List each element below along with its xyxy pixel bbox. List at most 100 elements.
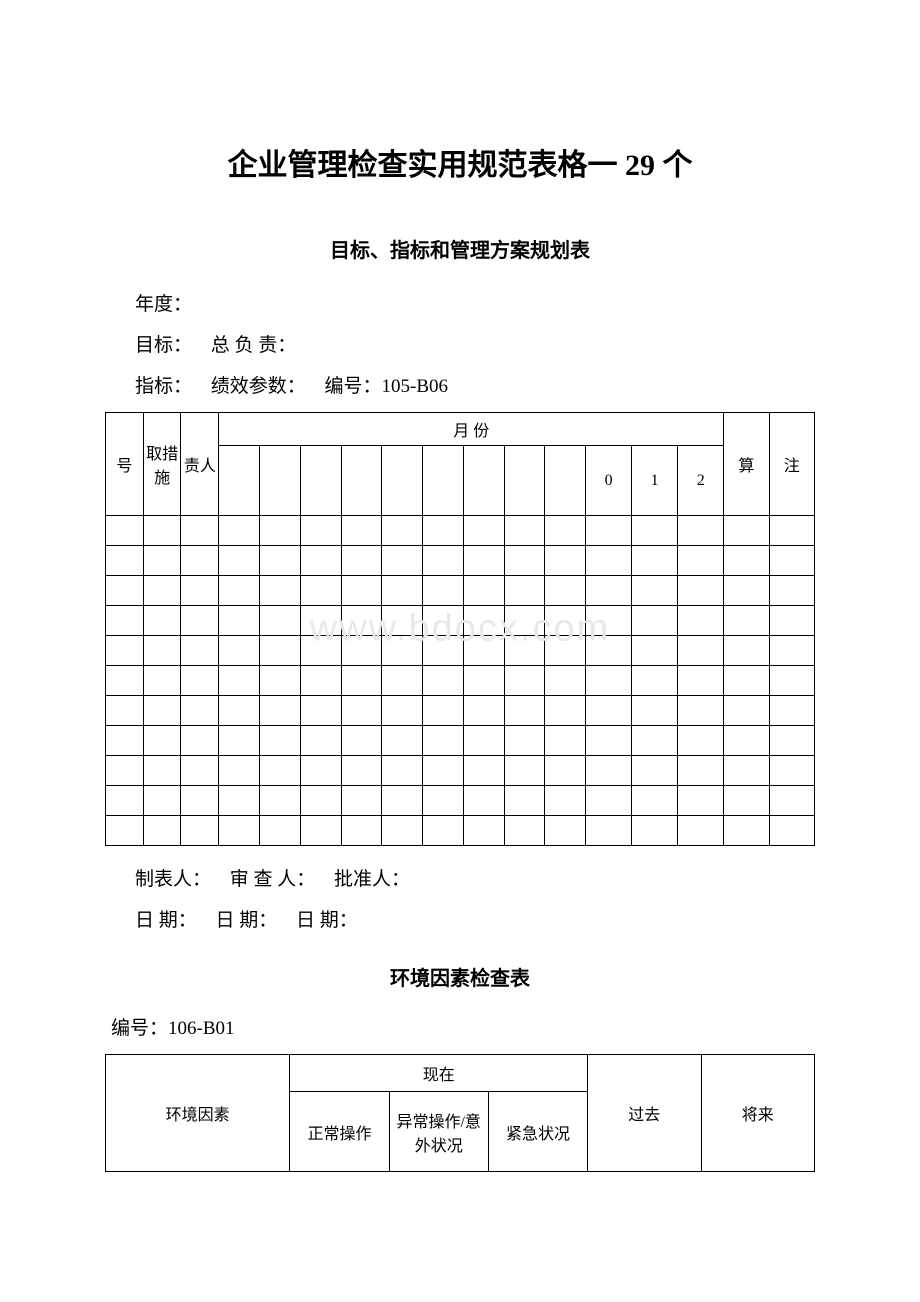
table-cell [300,666,341,696]
table-cell [769,546,814,576]
table-cell [586,576,632,606]
table-cell [300,726,341,756]
table-cell [341,546,382,576]
table-cell [341,726,382,756]
table-cell [219,516,260,546]
col-future: 将来 [701,1055,814,1172]
col-person: 责人 [181,413,219,516]
table-row [106,756,815,786]
col-number: 号 [106,413,144,516]
col-m11: 1 [632,446,678,516]
table-row [106,666,815,696]
table-cell [219,666,260,696]
table-cell [504,606,545,636]
table-cell [143,636,181,666]
document-main-title: 企业管理检查实用规范表格一 29 个 [105,140,815,184]
table-cell [586,816,632,846]
meta-goal: 目标： 总 负 责： [105,330,815,357]
table-cell [423,786,464,816]
table-cell [545,576,586,606]
table-cell [181,636,219,666]
table-cell [106,786,144,816]
col-m5 [382,446,423,516]
col-env-factor: 环境因素 [106,1055,290,1172]
table-cell [143,756,181,786]
table-cell [106,816,144,846]
table-cell [382,816,423,846]
table-cell [769,786,814,816]
table-cell [545,696,586,726]
col-past: 过去 [588,1055,701,1172]
table-cell [769,636,814,666]
table-cell [341,576,382,606]
table-cell [545,636,586,666]
table-cell [769,726,814,756]
table-cell [341,756,382,786]
table-cell [504,786,545,816]
table-row [106,576,815,606]
table-cell [382,546,423,576]
table-cell [724,546,769,576]
table-cell [106,606,144,636]
table-cell [341,516,382,546]
table-cell [300,546,341,576]
table-cell [259,786,300,816]
table-cell [143,786,181,816]
col-emergency: 紧急状况 [488,1092,587,1172]
col-m4 [341,446,382,516]
table-cell [341,786,382,816]
table-cell [341,666,382,696]
table-cell [259,606,300,636]
table-cell [724,576,769,606]
table-cell [678,546,724,576]
table-cell [678,816,724,846]
table-cell [724,726,769,756]
table-cell [504,726,545,756]
table-cell [382,696,423,726]
table-cell [504,666,545,696]
table-cell [259,546,300,576]
meta-indicator: 指标： 绩效参数： 编号：105-B06 [105,371,815,398]
table-cell [341,816,382,846]
table-cell [382,666,423,696]
table-cell [341,696,382,726]
table-cell [300,516,341,546]
table-row [106,636,815,666]
table-row [106,516,815,546]
table-cell [382,756,423,786]
table-cell [423,696,464,726]
table-cell [463,756,504,786]
table-cell [678,516,724,546]
table-cell [423,726,464,756]
table-cell [545,606,586,636]
table-cell [586,636,632,666]
table-cell [678,666,724,696]
table-cell [106,636,144,666]
table-cell [259,756,300,786]
col-m9 [545,446,586,516]
table-cell [219,696,260,726]
table-cell [106,516,144,546]
table-cell [545,516,586,546]
table-cell [423,606,464,636]
table-cell [219,606,260,636]
table-cell [632,516,678,546]
table-cell [678,726,724,756]
table-row [106,546,815,576]
table-row [106,786,815,816]
table-cell [259,696,300,726]
year-label: 年度： [135,294,192,315]
col-m3 [300,446,341,516]
table-cell [724,636,769,666]
date3-label: 日 期： [296,910,358,931]
table-cell [382,576,423,606]
col-now: 现在 [290,1055,588,1092]
table-cell [545,546,586,576]
date2-label: 日 期： [216,910,278,931]
table-cell [181,816,219,846]
footer-dates: 日 期： 日 期： 日 期： [105,905,815,932]
table-cell [341,636,382,666]
table-cell [143,516,181,546]
table-row [106,606,815,636]
table-cell [504,816,545,846]
